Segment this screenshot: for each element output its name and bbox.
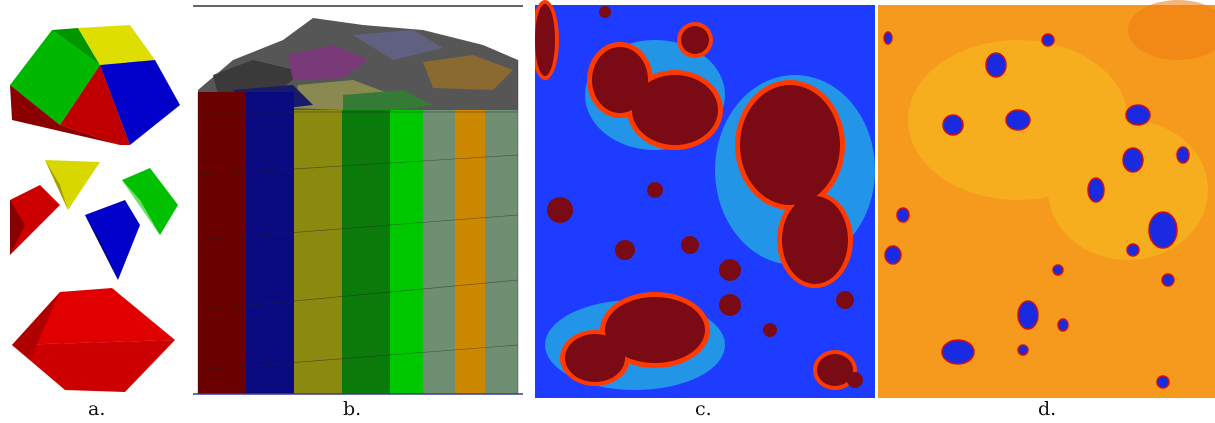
field-c-blobs xyxy=(535,0,875,390)
caption-d: d. xyxy=(1038,398,1057,420)
single-frustum xyxy=(12,288,175,392)
caption-c: c. xyxy=(695,398,712,420)
panel-d: d. xyxy=(878,0,1215,423)
panel-a: a. xyxy=(0,0,190,423)
assembled-frustum xyxy=(10,25,180,145)
field-d-inclusions xyxy=(883,31,1190,389)
panel-a-figure xyxy=(10,25,180,392)
split-pieces xyxy=(10,160,178,280)
caption-b: b. xyxy=(343,398,362,420)
mesh-grid-lines xyxy=(197,60,519,394)
panel-b: b. xyxy=(193,0,523,423)
caption-a: a. xyxy=(88,398,106,420)
mesh-top-surface xyxy=(198,18,518,112)
panel-c: c. xyxy=(535,0,875,423)
panel-b-figure xyxy=(193,0,523,400)
mesh-columns xyxy=(198,92,518,394)
panel-c-figure xyxy=(535,0,875,398)
panel-d-figure xyxy=(878,0,1215,398)
